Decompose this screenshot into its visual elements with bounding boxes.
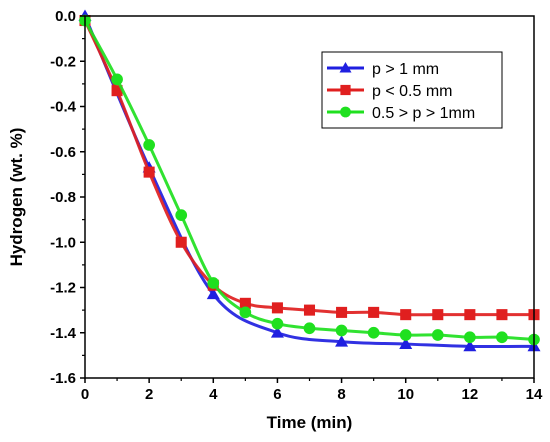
data-point-series-3 bbox=[239, 306, 252, 319]
data-point-series-2 bbox=[368, 306, 380, 318]
data-point-series-1 bbox=[335, 335, 349, 347]
data-point-series-2 bbox=[303, 304, 316, 316]
y-tick-label: -0.8 bbox=[50, 189, 76, 206]
y-tick-label: -1.2 bbox=[50, 280, 76, 297]
y-tick-label: -0.2 bbox=[50, 53, 76, 70]
data-point-series-2 bbox=[432, 309, 444, 321]
data-point-series-3 bbox=[367, 326, 380, 339]
data-point-series-3 bbox=[175, 209, 188, 221]
data-point-series-1 bbox=[270, 326, 284, 338]
data-point-series-2 bbox=[175, 236, 187, 248]
y-tick-label: 0.0 bbox=[55, 8, 76, 25]
x-tick-label: 12 bbox=[462, 386, 479, 403]
data-point-series-3 bbox=[399, 329, 412, 341]
y-tick-label: -0.6 bbox=[50, 144, 76, 161]
data-point-series-1 bbox=[463, 339, 477, 352]
data-point-series-2 bbox=[143, 166, 155, 178]
data-point-series-3 bbox=[271, 317, 284, 330]
y-axis-title: Hydrogen (wt. %) bbox=[7, 128, 26, 267]
data-point-series-1 bbox=[206, 287, 220, 300]
y-tick-label: -1.0 bbox=[50, 234, 76, 251]
legend: p > 1 mm p < 0.5 mm 0.5 > p > 1mm bbox=[321, 51, 503, 129]
x-tick-label: 8 bbox=[337, 386, 345, 403]
data-point-series-3 bbox=[111, 73, 123, 86]
data-point-series-2 bbox=[239, 297, 251, 309]
data-point-series-3 bbox=[143, 139, 155, 151]
x-tick-label: 2 bbox=[145, 386, 153, 403]
data-point-series-3 bbox=[464, 331, 476, 344]
x-tick-label: 6 bbox=[273, 386, 281, 403]
legend-marker bbox=[340, 84, 351, 96]
data-point-series-2 bbox=[336, 306, 348, 318]
y-tick-label: -1.6 bbox=[50, 370, 76, 387]
data-point-series-2 bbox=[400, 309, 412, 321]
data-point-series-2 bbox=[111, 85, 123, 97]
x-tick-label: 14 bbox=[526, 386, 543, 403]
data-point-series-2 bbox=[464, 309, 476, 321]
y-tick-label: -0.4 bbox=[50, 99, 77, 116]
x-axis-title: Time (min) bbox=[267, 413, 353, 432]
legend-marker bbox=[340, 106, 351, 118]
legend-label: p < 0.5 mm bbox=[372, 83, 452, 100]
data-point-series-3 bbox=[496, 331, 508, 344]
x-tick-label: 0 bbox=[81, 386, 89, 403]
data-point-series-3 bbox=[303, 322, 316, 335]
legend-label: p > 1 mm bbox=[372, 61, 439, 78]
data-point-series-3 bbox=[431, 329, 444, 341]
data-point-series-3 bbox=[335, 324, 348, 337]
data-point-series-1 bbox=[399, 337, 413, 349]
legend-marker bbox=[339, 62, 352, 73]
legend-label: 0.5 > p > 1mm bbox=[372, 105, 475, 122]
data-point-series-2 bbox=[496, 309, 508, 321]
x-tick-label: 4 bbox=[209, 386, 218, 403]
y-tick-label: -1.4 bbox=[50, 325, 77, 342]
axes-layer: 0 2 4 6 8 10 12 14 0.0 -0.2 -0.4 -0.6 -0.8 -1.0 -1.2 -1… bbox=[50, 8, 543, 403]
data-point-series-3 bbox=[207, 277, 220, 289]
data-point-series-2 bbox=[271, 302, 283, 314]
x-tick-label: 10 bbox=[397, 386, 414, 403]
